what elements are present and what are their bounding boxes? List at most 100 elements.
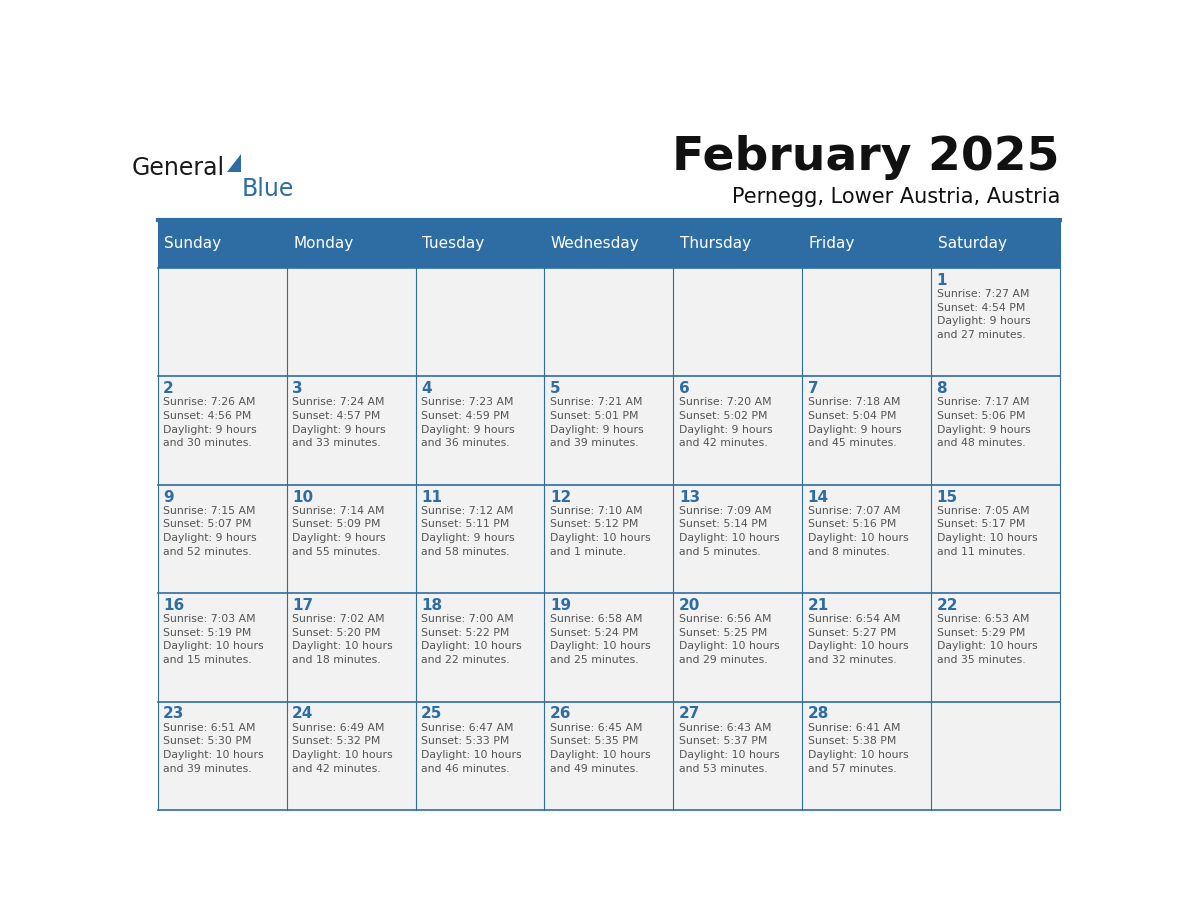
Text: Sunrise: 6:45 AM
Sunset: 5:35 PM
Daylight: 10 hours
and 49 minutes.: Sunrise: 6:45 AM Sunset: 5:35 PM Dayligh… [550, 722, 651, 774]
Bar [931, 593, 1060, 701]
Bar [416, 701, 544, 810]
Text: 22: 22 [936, 598, 958, 613]
Text: Sunrise: 7:21 AM
Sunset: 5:01 PM
Daylight: 9 hours
and 39 minutes.: Sunrise: 7:21 AM Sunset: 5:01 PM Dayligh… [550, 397, 644, 448]
Text: Sunrise: 7:05 AM
Sunset: 5:17 PM
Daylight: 10 hours
and 11 minutes.: Sunrise: 7:05 AM Sunset: 5:17 PM Dayligh… [936, 506, 1037, 556]
Bar [544, 485, 674, 593]
Bar [544, 593, 674, 701]
Text: 6: 6 [678, 381, 689, 397]
Text: Blue: Blue [241, 176, 293, 201]
Text: February 2025: February 2025 [672, 135, 1060, 180]
Text: Sunrise: 7:09 AM
Sunset: 5:14 PM
Daylight: 10 hours
and 5 minutes.: Sunrise: 7:09 AM Sunset: 5:14 PM Dayligh… [678, 506, 779, 556]
Text: General: General [132, 156, 225, 180]
Bar [416, 219, 544, 268]
Text: 18: 18 [421, 598, 442, 613]
Bar [158, 701, 286, 810]
Bar [286, 701, 416, 810]
Bar [286, 593, 416, 701]
Text: Wednesday: Wednesday [551, 236, 639, 252]
Text: 2: 2 [163, 381, 173, 397]
Text: Sunrise: 7:03 AM
Sunset: 5:19 PM
Daylight: 10 hours
and 15 minutes.: Sunrise: 7:03 AM Sunset: 5:19 PM Dayligh… [163, 614, 264, 666]
Text: Saturday: Saturday [937, 236, 1006, 252]
Bar [802, 268, 931, 376]
Text: 15: 15 [936, 489, 958, 505]
Bar [416, 485, 544, 593]
Bar [674, 593, 802, 701]
Bar [158, 485, 286, 593]
Text: 11: 11 [421, 489, 442, 505]
Bar [674, 701, 802, 810]
Text: Sunrise: 7:00 AM
Sunset: 5:22 PM
Daylight: 10 hours
and 22 minutes.: Sunrise: 7:00 AM Sunset: 5:22 PM Dayligh… [421, 614, 522, 666]
Text: Sunrise: 6:49 AM
Sunset: 5:32 PM
Daylight: 10 hours
and 42 minutes.: Sunrise: 6:49 AM Sunset: 5:32 PM Dayligh… [292, 722, 393, 774]
Text: 12: 12 [550, 489, 571, 505]
Text: 19: 19 [550, 598, 571, 613]
Text: 24: 24 [292, 707, 314, 722]
Bar [544, 219, 674, 268]
Text: Sunrise: 6:43 AM
Sunset: 5:37 PM
Daylight: 10 hours
and 53 minutes.: Sunrise: 6:43 AM Sunset: 5:37 PM Dayligh… [678, 722, 779, 774]
Text: Sunrise: 7:14 AM
Sunset: 5:09 PM
Daylight: 9 hours
and 55 minutes.: Sunrise: 7:14 AM Sunset: 5:09 PM Dayligh… [292, 506, 386, 556]
Text: Sunrise: 6:41 AM
Sunset: 5:38 PM
Daylight: 10 hours
and 57 minutes.: Sunrise: 6:41 AM Sunset: 5:38 PM Dayligh… [808, 722, 909, 774]
Text: 7: 7 [808, 381, 819, 397]
Text: Pernegg, Lower Austria, Austria: Pernegg, Lower Austria, Austria [732, 186, 1060, 207]
Text: 20: 20 [678, 598, 700, 613]
Bar [931, 485, 1060, 593]
Bar [544, 701, 674, 810]
Text: Sunrise: 7:17 AM
Sunset: 5:06 PM
Daylight: 9 hours
and 48 minutes.: Sunrise: 7:17 AM Sunset: 5:06 PM Dayligh… [936, 397, 1030, 448]
Bar [802, 701, 931, 810]
Bar [286, 376, 416, 485]
Text: 4: 4 [421, 381, 431, 397]
Bar [931, 701, 1060, 810]
Bar [416, 593, 544, 701]
Text: Sunrise: 6:56 AM
Sunset: 5:25 PM
Daylight: 10 hours
and 29 minutes.: Sunrise: 6:56 AM Sunset: 5:25 PM Dayligh… [678, 614, 779, 666]
Bar [802, 593, 931, 701]
Bar [674, 268, 802, 376]
Bar [544, 268, 674, 376]
Bar [544, 376, 674, 485]
Bar [931, 268, 1060, 376]
Text: 23: 23 [163, 707, 184, 722]
Text: Sunrise: 6:53 AM
Sunset: 5:29 PM
Daylight: 10 hours
and 35 minutes.: Sunrise: 6:53 AM Sunset: 5:29 PM Dayligh… [936, 614, 1037, 666]
Text: Sunrise: 6:47 AM
Sunset: 5:33 PM
Daylight: 10 hours
and 46 minutes.: Sunrise: 6:47 AM Sunset: 5:33 PM Dayligh… [421, 722, 522, 774]
Text: Sunrise: 6:58 AM
Sunset: 5:24 PM
Daylight: 10 hours
and 25 minutes.: Sunrise: 6:58 AM Sunset: 5:24 PM Dayligh… [550, 614, 651, 666]
Bar [158, 219, 286, 268]
Bar [802, 485, 931, 593]
Text: 5: 5 [550, 381, 561, 397]
Bar [802, 219, 931, 268]
Bar [286, 485, 416, 593]
Text: Sunrise: 7:24 AM
Sunset: 4:57 PM
Daylight: 9 hours
and 33 minutes.: Sunrise: 7:24 AM Sunset: 4:57 PM Dayligh… [292, 397, 386, 448]
Bar [674, 376, 802, 485]
Bar [158, 268, 286, 376]
Bar [931, 219, 1060, 268]
Bar [158, 376, 286, 485]
Text: Sunrise: 7:26 AM
Sunset: 4:56 PM
Daylight: 9 hours
and 30 minutes.: Sunrise: 7:26 AM Sunset: 4:56 PM Dayligh… [163, 397, 257, 448]
Text: Sunrise: 7:15 AM
Sunset: 5:07 PM
Daylight: 9 hours
and 52 minutes.: Sunrise: 7:15 AM Sunset: 5:07 PM Dayligh… [163, 506, 257, 556]
Bar [931, 376, 1060, 485]
Polygon shape [227, 154, 241, 173]
Text: 28: 28 [808, 707, 829, 722]
Bar [416, 268, 544, 376]
Text: Thursday: Thursday [680, 236, 751, 252]
Text: Monday: Monday [293, 236, 353, 252]
Text: 1: 1 [936, 273, 947, 287]
Text: Sunrise: 7:02 AM
Sunset: 5:20 PM
Daylight: 10 hours
and 18 minutes.: Sunrise: 7:02 AM Sunset: 5:20 PM Dayligh… [292, 614, 393, 666]
Text: Sunrise: 6:54 AM
Sunset: 5:27 PM
Daylight: 10 hours
and 32 minutes.: Sunrise: 6:54 AM Sunset: 5:27 PM Dayligh… [808, 614, 909, 666]
Text: 21: 21 [808, 598, 829, 613]
Bar [158, 593, 286, 701]
Text: Friday: Friday [809, 236, 855, 252]
Bar [674, 219, 802, 268]
Text: Sunrise: 6:51 AM
Sunset: 5:30 PM
Daylight: 10 hours
and 39 minutes.: Sunrise: 6:51 AM Sunset: 5:30 PM Dayligh… [163, 722, 264, 774]
Text: 8: 8 [936, 381, 947, 397]
Text: Sunrise: 7:12 AM
Sunset: 5:11 PM
Daylight: 9 hours
and 58 minutes.: Sunrise: 7:12 AM Sunset: 5:11 PM Dayligh… [421, 506, 514, 556]
Text: Tuesday: Tuesday [422, 236, 485, 252]
Text: 16: 16 [163, 598, 184, 613]
Bar [286, 219, 416, 268]
Text: 14: 14 [808, 489, 829, 505]
Text: 10: 10 [292, 489, 314, 505]
Text: 25: 25 [421, 707, 442, 722]
Bar [802, 376, 931, 485]
Bar [286, 268, 416, 376]
Bar [416, 376, 544, 485]
Text: Sunrise: 7:23 AM
Sunset: 4:59 PM
Daylight: 9 hours
and 36 minutes.: Sunrise: 7:23 AM Sunset: 4:59 PM Dayligh… [421, 397, 514, 448]
Bar [674, 485, 802, 593]
Text: Sunrise: 7:27 AM
Sunset: 4:54 PM
Daylight: 9 hours
and 27 minutes.: Sunrise: 7:27 AM Sunset: 4:54 PM Dayligh… [936, 289, 1030, 340]
Text: 27: 27 [678, 707, 700, 722]
